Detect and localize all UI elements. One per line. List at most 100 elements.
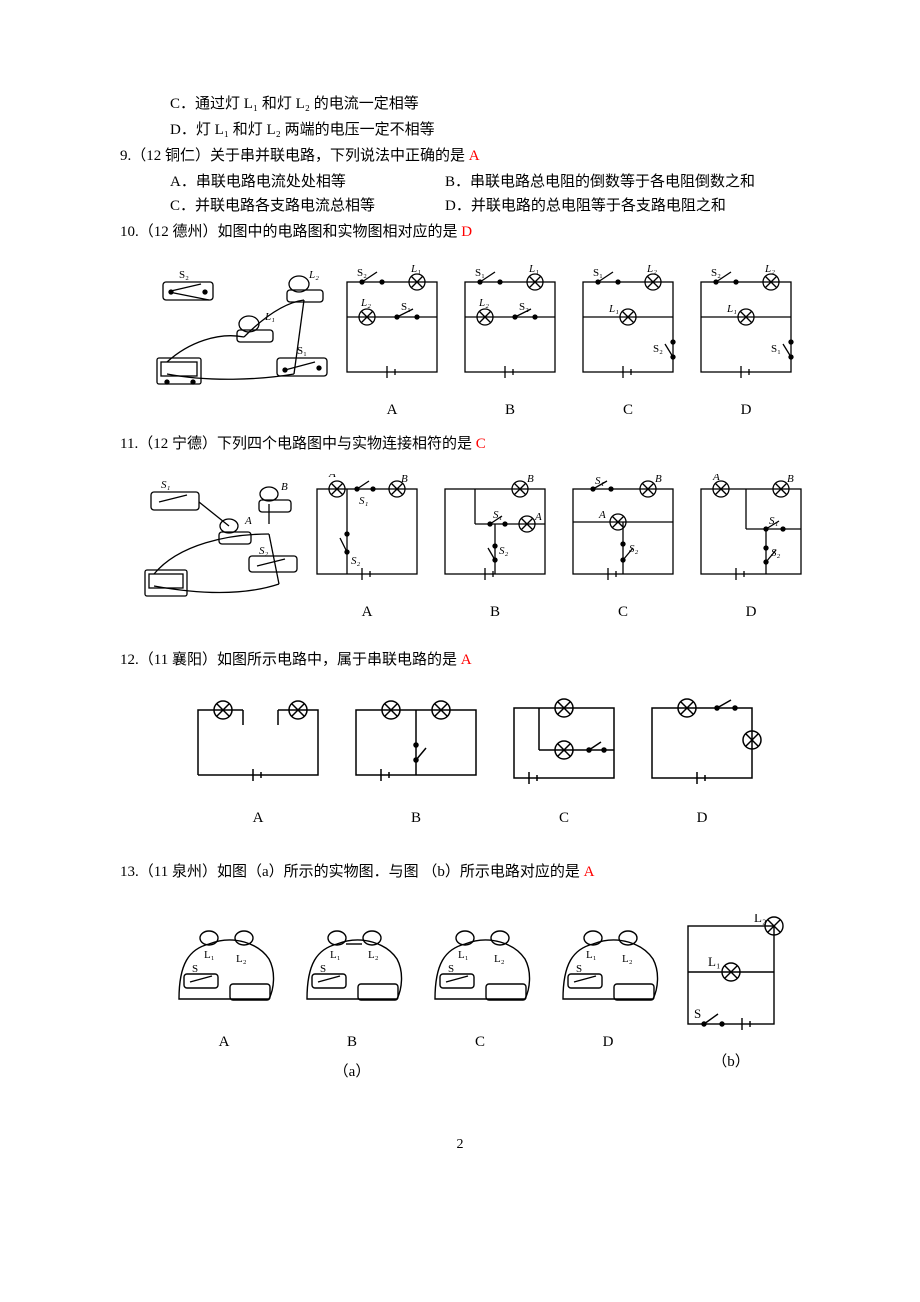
q9-a: A．串联电路电流处处相等 <box>170 170 425 194</box>
q12-c-label: C <box>559 806 569 830</box>
lbl: S₁ <box>297 345 307 357</box>
q13-d: L₁ L₂ S D <box>548 914 668 1084</box>
q13-text: 13.（11 泉州）如图（a）所示的实物图．与图 （b）所示电路对应的是 <box>120 864 584 880</box>
svg-text:S₂: S₂ <box>711 267 721 279</box>
q13-d-svg: L₁ L₂ S <box>548 914 668 1024</box>
svg-text:L₂: L₂ <box>764 263 775 275</box>
q12-a-svg <box>183 690 333 800</box>
svg-text:S₁: S₁ <box>769 515 779 527</box>
svg-text:B: B <box>527 474 534 485</box>
q11-b: B S₁ A S₂ B <box>435 474 555 624</box>
svg-text:S: S <box>448 963 454 975</box>
page-number: 2 <box>120 1134 800 1156</box>
q11-b-label: B <box>490 600 500 624</box>
q13-c: L₁ L₂ S C <box>420 914 540 1084</box>
svg-text:S₂: S₂ <box>499 545 509 557</box>
svg-text:B: B <box>401 474 408 485</box>
q13-a-svg: L₁ L₂ S <box>164 914 284 1024</box>
q9-d: D．并联电路的总电阻等于各支路电阻之和 <box>445 194 726 218</box>
q10-a-label: A <box>387 398 398 422</box>
svg-text:S₁: S₁ <box>493 509 503 521</box>
svg-text:A: A <box>534 511 542 523</box>
q13-pa-label: （a） <box>334 1060 371 1084</box>
q9-ans: A <box>469 148 480 164</box>
svg-text:S₂: S₂ <box>629 543 639 555</box>
lbl: S₂ <box>179 269 189 281</box>
svg-text:A: A <box>244 515 252 527</box>
svg-text:S₂: S₂ <box>653 343 663 355</box>
svg-text:L₁: L₁ <box>204 949 215 961</box>
svg-text:S₂: S₂ <box>771 547 781 559</box>
q12-c-svg <box>499 690 629 800</box>
q10-figs: S₂ L₂ L₁ S₁ S₂ L₁ <box>150 262 800 422</box>
q9-text: 9.（12 铜仁）关于串并联电路，下列说法中正确的是 <box>120 148 469 164</box>
q13-c-svg: L₁ L₂ S <box>420 914 540 1024</box>
q10-text: 10.（12 德州）如图中的电路图和实物图相对应的是 <box>120 224 461 240</box>
svg-text:S: S <box>192 963 198 975</box>
q10-ans: D <box>461 224 472 240</box>
svg-text:S₁: S₁ <box>595 475 605 487</box>
q12-c: C <box>499 690 629 830</box>
svg-text:L₂: L₂ <box>236 953 247 965</box>
q9-stem: 9.（12 铜仁）关于串并联电路，下列说法中正确的是 A <box>120 144 800 168</box>
svg-text:L₂: L₂ <box>754 914 766 925</box>
q9-opts2: C．并联电路各支路电流总相等 D．并联电路的总电阻等于各支路电阻之和 <box>120 194 800 218</box>
q13-a-label: A <box>219 1030 230 1054</box>
svg-text:L₂: L₂ <box>360 297 371 309</box>
q11-phys: S₁ B A S₂ <box>139 474 299 624</box>
q10-a-svg: S₂ L₁ L₂ S₁ <box>337 262 447 392</box>
q10-c: S₁ L₂ L₁ S₂ C <box>573 262 683 422</box>
q12-a: A <box>183 690 333 830</box>
q13-pb-svg: L₂ L₁ S <box>676 914 786 1044</box>
lbl: L₂ <box>308 269 319 281</box>
svg-text:S₁: S₁ <box>771 343 781 355</box>
q13-b: L₁ L₂ S B （a） <box>292 914 412 1084</box>
opt-d: D．灯 L₁ 和灯 L₂ 两端的电压一定不相等 <box>120 118 800 142</box>
svg-text:L₁: L₁ <box>608 303 619 315</box>
lbl: L₁ <box>264 311 275 323</box>
q12-b-label: B <box>411 806 421 830</box>
q11-text: 11.（12 宁德）下列四个电路图中与实物连接相符的是 <box>120 436 476 452</box>
q11-d-svg: A B S₁ S₂ <box>691 474 811 594</box>
svg-text:A: A <box>328 474 336 480</box>
q11-figs: S₁ B A S₂ A S₁ B <box>150 474 800 624</box>
q13-ans: A <box>584 864 595 880</box>
q10-b-svg: S₁ L₁ L₂ S₂ <box>455 262 565 392</box>
svg-text:S₁: S₁ <box>359 495 369 507</box>
q11-c-svg: S₁ B A S₂ <box>563 474 683 594</box>
q10-c-label: C <box>623 398 633 422</box>
q9-b: B．串联电路总电阻的倒数等于各电阻倒数之和 <box>445 170 755 194</box>
svg-text:L₂: L₂ <box>478 297 489 309</box>
q10-b: S₁ L₁ L₂ S₂ B <box>455 262 565 422</box>
svg-text:B: B <box>655 474 662 485</box>
svg-text:S₁: S₁ <box>401 301 411 313</box>
q13-pb-label: （b） <box>712 1050 750 1074</box>
svg-text:S₂: S₂ <box>259 545 269 557</box>
svg-text:A: A <box>712 474 720 483</box>
q12-b-svg <box>341 690 491 800</box>
q10-phys-svg: S₂ L₂ L₁ S₁ <box>149 262 329 392</box>
svg-text:L₁: L₁ <box>528 263 539 275</box>
svg-text:L₁: L₁ <box>726 303 737 315</box>
svg-text:L₂: L₂ <box>368 949 379 961</box>
q10-d-svg: S₂ L₂ L₁ S₁ <box>691 262 801 392</box>
svg-text:S₁: S₁ <box>475 267 485 279</box>
q13-d-label: D <box>603 1030 614 1054</box>
svg-text:B: B <box>787 474 794 485</box>
q13-c-label: C <box>475 1030 485 1054</box>
q12-text: 12.（11 襄阳）如图所示电路中，属于串联电路的是 <box>120 652 461 668</box>
q13-a: L₁ L₂ S A <box>164 914 284 1084</box>
svg-text:S₂: S₂ <box>351 555 361 567</box>
q10-d-label: D <box>741 398 752 422</box>
q10-a: S₂ L₁ L₂ S₁ A <box>337 262 447 422</box>
q11-phys-svg: S₁ B A S₂ <box>139 474 299 604</box>
q10-stem: 10.（12 德州）如图中的电路图和实物图相对应的是 D <box>120 220 800 244</box>
q12-d-svg <box>637 690 767 800</box>
svg-text:A: A <box>598 509 606 521</box>
svg-text:S: S <box>320 963 326 975</box>
svg-text:L₁: L₁ <box>458 949 469 961</box>
q13-b-svg: L₁ L₂ S <box>292 914 412 1024</box>
q11-c: S₁ B A S₂ C <box>563 474 683 624</box>
q10-b-label: B <box>505 398 515 422</box>
svg-text:L₂: L₂ <box>494 953 505 965</box>
